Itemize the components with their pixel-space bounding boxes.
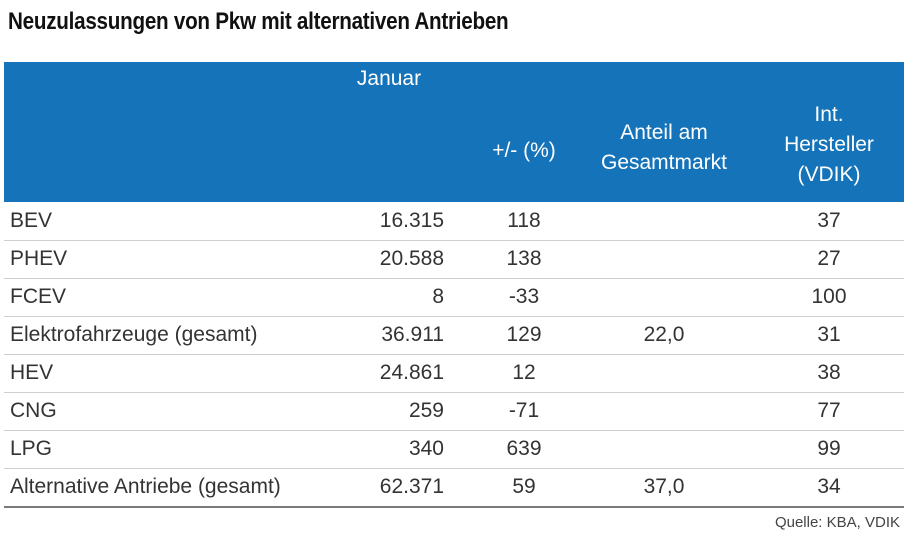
table-row: Alternative Antriebe (gesamt) 62.371 59 37,… [4,468,904,508]
header-anteil: Anteil am Gesamtmarkt [579,118,749,178]
cell-vdik: 38 [817,361,841,384]
cell-change: 59 [512,475,536,498]
cell-januar: 340 [408,437,444,460]
table-row: CNG 259 -71 77 [4,392,904,431]
cell-change: -33 [508,285,540,308]
row-label: Alternative Antriebe (gesamt) [10,475,281,498]
header-januar: Januar [356,67,422,90]
header-anteil-line1: Anteil am [620,121,708,144]
cell-change: 118 [507,209,541,232]
cell-change: -71 [508,399,540,422]
cell-januar: 36.911 [381,323,444,346]
cell-change: 12 [512,361,536,384]
row-label: BEV [10,209,53,232]
table-row: PHEV 20.588 138 27 [4,240,904,279]
header-vdik-line3: (VDIK) [797,163,861,186]
table-row: BEV 16.315 118 37 [4,202,904,241]
row-label: FCEV [10,285,67,308]
cell-vdik: 31 [817,323,841,346]
cell-anteil: 22,0 [643,323,685,346]
table-title: Neuzulassungen von Pkw mit alternativen … [8,8,509,35]
cell-change: 129 [506,323,542,346]
table-row: Elektrofahrzeuge (gesamt) 36.911 129 22,0 31 [4,316,904,355]
cell-januar: 24.861 [379,361,444,384]
header-anteil-line2: Gesamtmarkt [600,151,728,174]
row-label: Elektrofahrzeuge (gesamt) [10,323,258,346]
header-vdik-line1: Int. [814,103,844,126]
table-row: HEV 24.861 12 38 [4,354,904,393]
cell-januar: 16.315 [379,209,444,232]
header-vdik: Int. Hersteller (VDIK) [769,100,889,190]
table-header: Januar +/- (%) Anteil am Gesamtmarkt Int… [4,62,904,202]
cell-vdik: 37 [817,209,841,232]
table-row: FCEV 8 -33 100 [4,278,904,317]
header-vdik-line2: Hersteller [784,133,874,156]
row-label: LPG [10,437,53,460]
cell-anteil: 37,0 [643,475,685,498]
cell-januar: 8 [432,285,444,308]
cell-vdik: 100 [811,285,847,308]
cell-vdik: 99 [817,437,841,460]
row-label: CNG [10,399,57,422]
source-note: Quelle: KBA, VDIK [774,514,900,531]
cell-vdik: 27 [817,247,841,270]
cell-change: 639 [506,437,542,460]
cell-change: 138 [506,247,542,270]
cell-januar: 259 [408,399,444,422]
cell-januar: 20.588 [379,247,444,270]
row-label: HEV [10,361,54,384]
header-change: +/- (%) [492,139,556,162]
row-label: PHEV [10,247,68,270]
table-row: LPG 340 639 99 [4,430,904,469]
cell-vdik: 77 [817,399,841,422]
cell-januar: 62.371 [379,475,444,498]
cell-vdik: 34 [817,475,841,498]
